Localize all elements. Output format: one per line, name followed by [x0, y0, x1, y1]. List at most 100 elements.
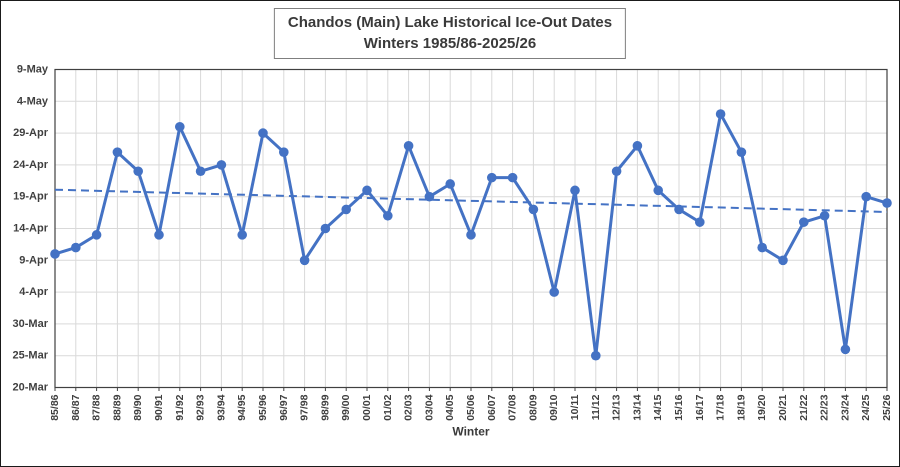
data-point [695, 217, 705, 227]
data-point [341, 204, 352, 215]
x-axis-tick-label: 87/88 [91, 394, 103, 420]
x-axis-tick-label: 20/21 [777, 394, 789, 420]
data-point [91, 230, 102, 240]
data-point [50, 249, 60, 259]
x-axis-tick-label: 98/99 [319, 394, 331, 420]
y-axis-tick-label: 24-Apr [13, 159, 49, 171]
data-point [279, 147, 289, 157]
x-axis-tick-label: 08/09 [527, 394, 539, 420]
x-axis-tick-label: 07/08 [507, 394, 519, 420]
x-axis-tick-label: 11/12 [590, 394, 602, 420]
x-axis-tick-label: 04/05 [444, 394, 456, 420]
x-axis-tick-label: 90/91 [153, 394, 165, 420]
data-point [487, 172, 497, 183]
data-point [154, 230, 164, 240]
x-axis-tick-label: 89/90 [132, 394, 144, 420]
y-axis-tick-label: 20-Mar [13, 382, 49, 394]
data-point [237, 230, 247, 240]
data-point [757, 242, 767, 253]
data-point [549, 287, 559, 297]
data-point [216, 160, 227, 170]
x-axis-tick-label: 25/26 [881, 394, 893, 420]
data-point [403, 141, 414, 151]
x-axis-tick-label: 94/95 [236, 394, 248, 420]
x-axis-tick-label: 23/24 [839, 394, 851, 420]
x-axis-tick-label: 18/19 [735, 394, 747, 420]
y-axis-tick-label: 14-Apr [13, 223, 49, 235]
x-axis-tick-label: 95/96 [257, 394, 269, 420]
data-point [195, 166, 206, 177]
y-axis-tick-label: 30-Mar [13, 318, 49, 330]
y-axis-tick-label: 9-Apr [19, 254, 48, 266]
data-point [882, 198, 892, 208]
chart-title-box: Chandos (Main) Lake Historical Ice-Out D… [273, 8, 627, 59]
data-point [362, 185, 372, 196]
chart-subtitle: Winters 1985/86-2025/26 [363, 35, 537, 52]
x-axis-tick-label: 93/94 [215, 394, 227, 420]
y-axis-tick-label: 9-May [17, 64, 49, 76]
data-point [736, 147, 747, 157]
x-axis-tick-label: 91/92 [174, 394, 186, 420]
data-point [570, 185, 580, 196]
plot-border [54, 68, 888, 389]
x-axis-tick-label: 88/89 [111, 394, 123, 420]
data-point [112, 147, 123, 157]
data-point [445, 179, 456, 189]
data-point [591, 350, 601, 361]
data-point [424, 191, 435, 202]
data-point [674, 204, 684, 215]
y-axis-tick-label: 25-Mar [13, 350, 49, 362]
data-point [383, 210, 393, 221]
data-point [320, 223, 331, 234]
x-axis-tick-label: 10/11 [569, 394, 581, 420]
data-point [175, 121, 185, 132]
data-point [778, 255, 788, 266]
data-point [71, 242, 81, 253]
x-axis-tick-label: 17/18 [715, 394, 727, 420]
y-axis-tick-label: 19-Apr [13, 191, 49, 203]
data-point [611, 166, 622, 177]
x-axis-tick-label: 92/93 [195, 394, 207, 420]
x-axis-tick-label: 09/10 [548, 394, 560, 420]
trendline [54, 188, 888, 213]
x-axis-tick-label: 15/16 [673, 394, 685, 420]
data-point [840, 344, 851, 355]
data-point [258, 128, 268, 138]
data-point [632, 141, 643, 151]
x-axis-tick-label: 00/01 [361, 394, 373, 420]
data-point [133, 166, 143, 177]
data-point [528, 204, 539, 215]
x-axis-tick-label: 05/06 [465, 394, 477, 420]
x-axis-tick-label: 86/87 [70, 394, 82, 420]
data-point [299, 255, 310, 266]
x-axis-tick-label: 97/98 [299, 394, 311, 420]
x-axis-title: Winter [452, 425, 490, 439]
x-axis-tick-label: 16/17 [694, 394, 706, 420]
x-axis-tick-label: 02/03 [403, 394, 415, 420]
x-axis-tick-label: 03/04 [423, 394, 435, 420]
x-axis-tick-label: 12/13 [611, 394, 623, 420]
x-axis-tick-label: 99/00 [340, 394, 352, 420]
data-point [507, 172, 518, 183]
data-point [653, 185, 663, 196]
x-axis-tick-label: 85/86 [49, 394, 61, 420]
data-point [466, 230, 476, 240]
y-axis-tick-label: 4-Apr [19, 286, 48, 298]
data-point [819, 210, 830, 221]
x-axis-tick-label: 06/07 [486, 394, 498, 420]
x-axis-tick-label: 19/20 [756, 394, 768, 420]
y-axis-tick-label: 29-Apr [13, 127, 49, 139]
chart-title: Chandos (Main) Lake Historical Ice-Out D… [287, 14, 613, 31]
data-point [715, 109, 726, 119]
x-axis-tick-label: 01/02 [382, 394, 394, 420]
data-point [861, 191, 871, 202]
x-axis-tick-label: 13/14 [631, 394, 643, 420]
data-point [799, 217, 809, 227]
y-axis-tick-label: 4-May [17, 95, 49, 107]
x-axis-tick-label: 96/97 [278, 394, 290, 420]
x-axis-tick-label: 14/15 [652, 394, 664, 420]
x-axis-tick-label: 22/23 [819, 394, 831, 420]
x-axis-tick-label: 24/25 [860, 394, 872, 420]
